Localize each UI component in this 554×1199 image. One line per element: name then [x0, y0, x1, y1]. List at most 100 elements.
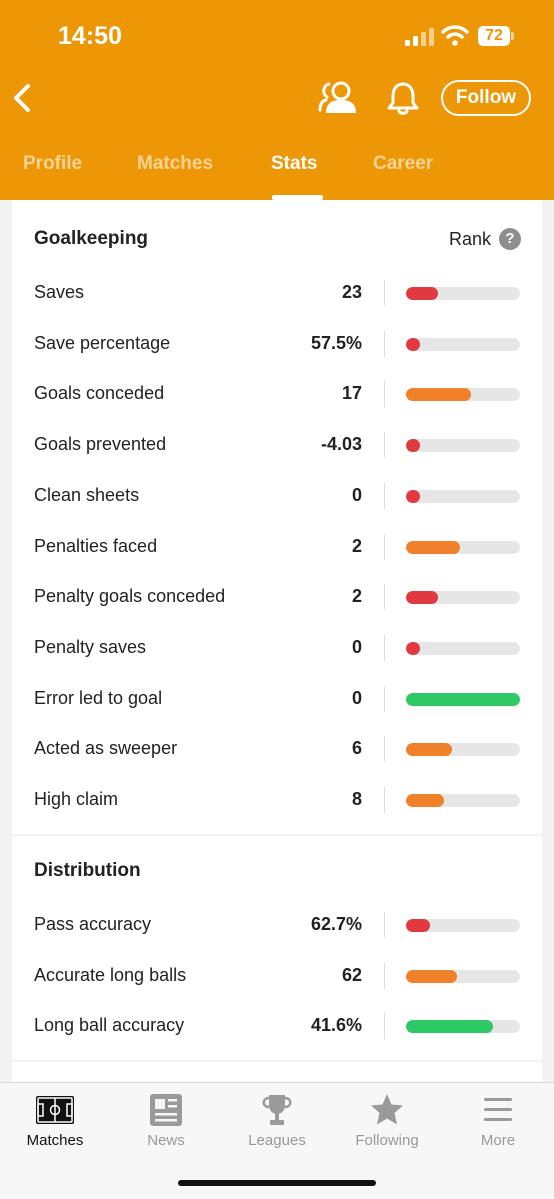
rank-bar	[406, 337, 520, 351]
stat-divider	[384, 787, 385, 813]
battery-indicator: 72	[478, 26, 510, 46]
stat-row: Long ball accuracy 41.6%	[12, 1007, 542, 1047]
rank-bar	[406, 919, 520, 932]
nav-leagues[interactable]: Leagues	[222, 1083, 332, 1163]
menu-icon	[484, 1098, 512, 1121]
nav-label: Leagues	[248, 1132, 306, 1149]
rank-bar-fill	[406, 388, 471, 402]
rank-bar-fill	[406, 540, 460, 554]
stat-divider	[384, 912, 385, 938]
stat-row: Acted as sweeper 6	[12, 730, 542, 770]
nav-following[interactable]: Following	[332, 1083, 442, 1163]
stat-row: Goals prevented -4.03	[12, 426, 542, 466]
stat-divider	[384, 685, 385, 712]
rank-bar	[406, 641, 520, 655]
rank-bar	[406, 287, 520, 300]
stat-divider	[384, 736, 385, 763]
next-card-edge	[12, 1062, 542, 1082]
stat-label: Long ball accuracy	[34, 1015, 185, 1036]
stat-divider	[384, 533, 385, 560]
rank-bar-fill	[406, 1020, 493, 1034]
stat-value: 0	[351, 687, 362, 708]
stat-divider	[384, 482, 385, 509]
stat-divider	[384, 634, 385, 661]
stat-label: Acted as sweeper	[34, 738, 178, 759]
nav-label: Matches	[26, 1132, 84, 1149]
stat-row: Penalty goals conceded 2	[12, 578, 542, 618]
stat-label: Accurate long balls	[34, 964, 187, 985]
stat-row: Saves 23	[12, 274, 542, 314]
rank-bar-fill	[406, 287, 438, 300]
active-tab-indicator	[272, 195, 323, 200]
rank-bar	[406, 1020, 520, 1034]
tab-career[interactable]: Career	[373, 153, 434, 174]
stat-value: 62	[341, 964, 362, 985]
stat-value: 0	[351, 636, 362, 657]
tab-profile[interactable]: Profile	[23, 153, 83, 174]
nav-more[interactable]: More	[443, 1083, 553, 1163]
rank-bar-fill	[406, 692, 520, 706]
stat-divider	[384, 584, 385, 611]
tab-bar: Profile Matches Stats Career	[0, 148, 554, 200]
nav-label: Following	[355, 1132, 419, 1149]
distribution-title: Distribution	[34, 860, 141, 881]
stat-value: 6	[351, 738, 362, 759]
tab-matches[interactable]: Matches	[137, 153, 214, 174]
cellular-signal-icon	[405, 28, 434, 46]
status-time: 14:50	[58, 22, 122, 50]
nav-news[interactable]: News	[111, 1083, 221, 1163]
wifi-icon	[441, 25, 469, 46]
back-arrow-icon[interactable]	[8, 78, 38, 118]
tab-stats[interactable]: Stats	[271, 153, 318, 174]
rank-label: Rank	[449, 229, 492, 249]
stat-value: 17	[341, 383, 362, 404]
pitch-icon	[36, 1096, 74, 1124]
stat-value: 57.5%	[310, 332, 362, 353]
stat-label: Error led to goal	[34, 687, 163, 708]
rank-bar	[406, 489, 520, 503]
stat-label: Penalties faced	[34, 535, 158, 556]
rank-bar-fill	[406, 641, 420, 655]
stat-value: 2	[351, 535, 362, 556]
stat-label: Goals prevented	[34, 434, 167, 455]
trophy-icon	[262, 1095, 292, 1125]
goalkeeping-title: Goalkeeping	[34, 228, 149, 249]
follow-button[interactable]: Follow	[441, 80, 531, 116]
stat-divider	[384, 280, 385, 306]
bottom-nav: Matches News Leagues Following	[0, 1082, 554, 1199]
stat-label: High claim	[34, 789, 119, 809]
people-icon[interactable]	[318, 80, 358, 116]
rank-bar	[406, 692, 520, 706]
stat-label: Save percentage	[34, 332, 171, 353]
rank-bar	[406, 388, 520, 402]
star-icon	[371, 1094, 403, 1125]
stat-row: Penalty saves 0	[12, 629, 542, 669]
stat-label: Clean sheets	[34, 484, 140, 505]
stat-row: Accurate long balls 62	[12, 957, 542, 997]
newspaper-icon	[150, 1094, 182, 1126]
stat-row: Clean sheets 0	[12, 477, 542, 517]
stat-divider	[384, 330, 385, 357]
stat-value: -4.03	[320, 434, 362, 455]
rank-bar-fill	[406, 337, 420, 351]
stat-value: 23	[341, 282, 362, 302]
rank-bar-fill	[406, 919, 430, 932]
stat-row: Error led to goal 0	[12, 680, 542, 720]
rank-help-icon[interactable]: ?	[499, 228, 521, 250]
battery-nub	[511, 32, 514, 40]
bell-icon[interactable]	[385, 80, 421, 116]
stat-divider	[384, 432, 385, 459]
stat-label: Saves	[34, 282, 85, 302]
nav-matches[interactable]: Matches	[0, 1083, 110, 1163]
rank-bar-fill	[406, 969, 458, 983]
stat-divider	[384, 381, 385, 408]
goalkeeping-card: Goalkeeping Rank ? Saves 23 Save percentag…	[12, 200, 542, 834]
stat-label: Goals conceded	[34, 383, 165, 404]
stat-divider	[384, 1013, 385, 1040]
stat-divider	[384, 962, 385, 989]
rank-bar	[406, 743, 520, 757]
stat-value: 2	[351, 586, 362, 607]
stat-row: Penalties faced 2	[12, 528, 542, 568]
rank-bar-fill	[406, 489, 420, 503]
rank-bar-fill	[406, 591, 438, 605]
